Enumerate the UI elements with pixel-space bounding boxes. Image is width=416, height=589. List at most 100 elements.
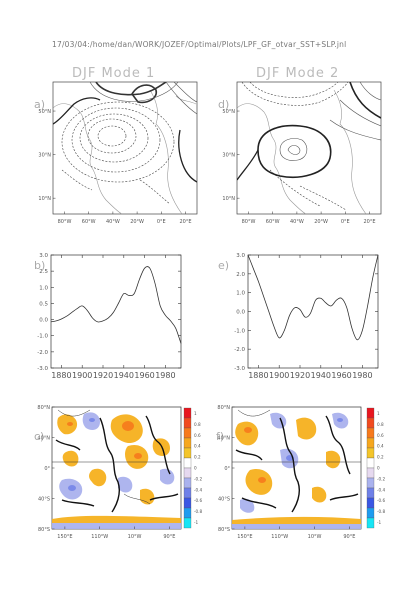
colorbar-f-swatch <box>366 417 375 429</box>
panel-a-lon-label: 40°W <box>106 219 120 225</box>
panel-c-label: c) <box>34 430 45 443</box>
panel-a-title: DJF Mode 1 <box>72 66 156 81</box>
panel-c-map <box>51 406 182 530</box>
panel-e-xtick-label: 1920 <box>290 371 310 380</box>
panel-b-series-line <box>50 266 182 344</box>
colorbar-f-label: 0.8 <box>377 422 384 427</box>
colorbar-c-swatch <box>183 407 192 419</box>
panel-b-label: b) <box>34 259 46 272</box>
panel-e-ytick-label: 3.0 <box>236 253 245 259</box>
colorbar-c-swatch <box>183 447 192 459</box>
panel-e-ytick-label: -1.0 <box>234 328 245 334</box>
colorbar-f-label: -0.6 <box>377 498 386 503</box>
colorbar-f-label: -0.8 <box>377 509 386 514</box>
colorbar-c: 1 0.8 0.6 0.4 0.2 0 -0.2 -0.4 -0.6 -0.8 -1 <box>183 407 203 529</box>
panel-b-ytick-label: 3.0 <box>39 253 48 259</box>
colorbar-f-label: -0.4 <box>377 487 386 492</box>
colorbar-f-swatch <box>366 427 375 439</box>
colorbar-f-swatch <box>366 407 375 419</box>
colorbar-c-label: 0.4 <box>194 444 201 449</box>
panel-e-ytick-label: 1.0 <box>236 291 245 297</box>
panel-f-field <box>232 409 361 529</box>
panel-c-lat-label: 80°S <box>38 527 50 533</box>
panel-a-lon-label: 60°W <box>82 219 96 225</box>
panel-b-xtick-label: 1980 <box>155 371 175 380</box>
panel-c-lon-label: 90°E <box>163 534 175 540</box>
colorbar-f-swatch <box>366 487 375 499</box>
panel-e-xtick-label: 1960 <box>331 371 351 380</box>
colorbar-c-swatch <box>183 457 192 469</box>
colorbar-f-swatch <box>366 457 375 469</box>
panel-e-frame <box>247 254 379 369</box>
panel-a-lon-label: 20°W <box>130 219 144 225</box>
panel-b-xtick-label: 1880 <box>51 371 71 380</box>
colorbar-f-swatch <box>366 517 375 529</box>
panel-e-ytick-label: -2.0 <box>234 347 245 353</box>
panel-c-lat-label: 80°N <box>37 405 50 411</box>
colorbar-c-swatch <box>183 427 192 439</box>
panel-c-lat-label: 0° <box>44 466 50 472</box>
panel-a-lat-label: 10°N <box>38 196 51 202</box>
panel-b-xtick-label: 1960 <box>134 371 154 380</box>
colorbar-c-swatch <box>183 437 192 449</box>
panel-e-ytick-label: 2.0 <box>236 272 245 278</box>
panel-c-lat-label: 40°S <box>38 497 50 503</box>
panel-d-frame <box>236 81 382 215</box>
panel-d-title: DJF Mode 2 <box>256 66 340 81</box>
panel-b-xtick-label: 1940 <box>114 371 134 380</box>
colorbar-f-label: 0.2 <box>377 455 384 460</box>
colorbar-c-swatch <box>183 487 192 499</box>
panel-a-contours <box>53 82 197 214</box>
colorbar-f-label: 1 <box>377 411 380 416</box>
panel-e-ytick-label: 0.0 <box>236 310 245 316</box>
panel-e-xtick-label: 1880 <box>248 371 268 380</box>
panel-b-xtick-label: 1920 <box>93 371 113 380</box>
panel-a-lat-label: 50°N <box>38 109 51 115</box>
panel-d-label: d) <box>218 98 230 111</box>
axis-tick-labels: 50°N 30°N 10°N 80°W 60°W 40°W 20°W 0°E 20°E 50°N 3… <box>37 109 375 540</box>
colorbar-f: 1 0.8 0.6 0.4 0.2 0 -0.2 -0.4 -0.6 -0.8 -1 <box>366 407 386 529</box>
panel-d-lat-label: 10°N <box>222 196 235 202</box>
colorbar-c-swatch <box>183 517 192 529</box>
panel-a-map <box>52 81 198 215</box>
panel-a-lon-label: 80°W <box>58 219 72 225</box>
colorbar-f-label: -0.2 <box>377 476 386 481</box>
panel-f-label: f) <box>216 430 225 443</box>
panel-b-ytick-label: 0.0 <box>39 318 48 324</box>
colorbar-c-label: -0.6 <box>194 498 203 503</box>
panel-d-contours <box>237 82 381 214</box>
panel-e-xtick-label: 1980 <box>352 371 372 380</box>
panel-d-map <box>236 81 382 215</box>
panel-c-lon-label: 10°W <box>128 534 142 540</box>
panel-f-lon-label: 110°W <box>271 534 288 540</box>
panel-c-lon-label: 110°W <box>91 534 108 540</box>
panel-d-lat-label: 30°N <box>222 153 235 159</box>
colorbar-c-label: -0.4 <box>194 487 203 492</box>
panel-f-lat-label: 80°S <box>218 527 230 533</box>
colorbar-c-label: 0 <box>194 466 197 471</box>
panel-c-field <box>52 409 181 529</box>
panel-f-lat-label: 0° <box>224 466 230 472</box>
colorbar-c-label: 0.8 <box>194 422 201 427</box>
colorbar-f-label: 0.4 <box>377 444 384 449</box>
file-path-header: 17/03/04:/home/dan/WORK/JOZEF/Optimal/Pl… <box>52 40 347 49</box>
colorbar-c-swatch <box>183 497 192 509</box>
panel-d-lon-label: 80°W <box>242 219 256 225</box>
colorbar-f-swatch <box>366 447 375 459</box>
colorbar-f-swatch <box>366 507 375 519</box>
panel-b-xtick-label: 1900 <box>72 371 92 380</box>
colorbar-f-swatch <box>366 437 375 449</box>
panel-d-lon-label: 40°W <box>290 219 304 225</box>
colorbar-f-swatch <box>366 467 375 479</box>
panel-d-lon-label: 0°E <box>341 219 350 225</box>
panel-b-ytick-label: -2.0 <box>37 350 48 356</box>
panel-a-lon-label: 0°E <box>157 219 166 225</box>
colorbar-c-label: -0.8 <box>194 509 203 514</box>
panel-c-lat-label: 40°N <box>37 436 50 442</box>
panel-d-lon-label: 20°W <box>314 219 328 225</box>
panel-f-lat-label: 40°N <box>217 436 230 442</box>
colorbar-c-label: -0.2 <box>194 476 203 481</box>
